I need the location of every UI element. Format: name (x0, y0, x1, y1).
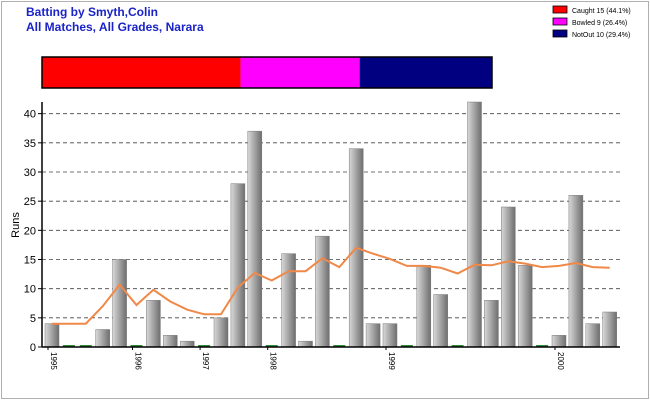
bar (484, 300, 499, 348)
bar (467, 101, 482, 348)
bar (585, 323, 601, 348)
y-tick-label: 15 (24, 255, 36, 267)
bar (416, 265, 432, 348)
chart-subtitle: All Matches, All Grades, Narara (26, 20, 204, 34)
bar (95, 329, 110, 348)
bar (281, 253, 296, 348)
bar (62, 345, 75, 347)
legend-label: Bowled 9 (26.4%) (572, 20, 627, 27)
bar (400, 345, 413, 347)
y-tick-label: 35 (24, 138, 36, 150)
chart-title: Batting by Smyth,Colin (26, 5, 158, 19)
y-tick-label: 5 (30, 313, 36, 325)
x-tick-label: 1997 (201, 352, 210, 370)
bar (163, 335, 178, 348)
x-tick-label: 2000 (556, 352, 565, 370)
y-tick-label: 10 (24, 284, 36, 296)
bar (517, 265, 533, 348)
bar (451, 345, 464, 347)
bar (230, 183, 246, 348)
bar (146, 300, 161, 348)
bar (602, 311, 617, 348)
legend-swatch (552, 5, 568, 14)
legend-swatch (552, 17, 568, 26)
legend-label: NotOut 10 (29.4%) (572, 32, 630, 39)
y-tick-label: 20 (24, 225, 36, 237)
bar (365, 323, 381, 348)
bar (382, 323, 398, 348)
summary-segment (240, 57, 360, 88)
bar (79, 345, 92, 347)
bar (536, 345, 549, 347)
summary-bar-border (41, 56, 493, 89)
bar (265, 345, 278, 347)
summary-segment (359, 57, 492, 88)
y-axis-label: Runs (10, 212, 22, 238)
bar (315, 235, 330, 348)
summary-segment (42, 57, 241, 88)
bar (198, 345, 211, 347)
y-tick-label: 0 (30, 342, 36, 354)
bar (551, 335, 567, 348)
x-tick-label: 1998 (269, 352, 278, 370)
bar (179, 340, 195, 348)
bar (130, 345, 143, 347)
x-tick-label: 1995 (49, 352, 58, 370)
bar (298, 340, 313, 348)
bar (568, 195, 584, 348)
legend-swatch (552, 29, 568, 38)
x-tick-label: 1996 (134, 352, 143, 370)
bar (247, 130, 263, 348)
y-tick-label: 40 (24, 109, 36, 121)
average-line (52, 246, 610, 325)
legend-label: Caught 15 (44.1%) (572, 8, 631, 15)
bar (433, 294, 448, 348)
bar (213, 317, 229, 348)
bar (44, 323, 60, 348)
y-tick-label: 30 (24, 167, 36, 179)
bar (501, 206, 516, 348)
bar (333, 345, 346, 347)
bar (112, 259, 127, 348)
y-tick-label: 25 (24, 196, 36, 208)
x-tick-label: 1999 (387, 352, 396, 370)
